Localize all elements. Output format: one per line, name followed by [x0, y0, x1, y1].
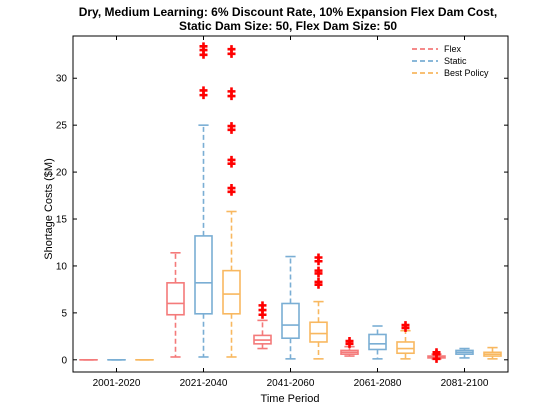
legend: Flex Static Best Policy [412, 44, 489, 78]
box-static-2 [281, 255, 300, 360]
chart-title-line-1: Dry, Medium Learning: 6% Discount Rate, … [79, 5, 498, 19]
y-tick-label: 20 [56, 168, 68, 179]
outlier-marker [345, 337, 354, 346]
outlier-marker [432, 348, 441, 357]
x-tick-label: 2061-2080 [354, 378, 402, 389]
outlier-marker [258, 301, 267, 310]
box-iqr [166, 282, 185, 316]
x-tick-label: 2001-2020 [93, 378, 141, 389]
outlier-marker [227, 184, 236, 193]
outlier-marker [199, 42, 208, 51]
x-tick-label: 2081-2100 [441, 378, 489, 389]
box-iqr [396, 341, 415, 355]
outlier-marker [314, 253, 323, 262]
legend-label: Flex [444, 44, 462, 54]
outlier-marker [227, 122, 236, 131]
y-tick-label: 10 [56, 261, 68, 272]
outlier-marker [227, 45, 236, 54]
y-tick-label: 0 [61, 355, 67, 366]
outlier-marker [401, 321, 410, 330]
chart-title-line-2: Static Dam Size: 50, Flex Dam Size: 50 [179, 19, 397, 33]
box-best-policy-3 [396, 321, 415, 360]
box-iqr [281, 302, 300, 340]
x-axis-label: Time Period [261, 393, 320, 405]
legend-label: Static [444, 56, 467, 66]
outlier-marker [227, 87, 236, 96]
box-flex-1 [166, 252, 185, 358]
outlier-marker [227, 155, 236, 164]
box-flex-2 [253, 301, 272, 350]
outlier-marker [314, 266, 323, 275]
box-static-1 [194, 42, 213, 358]
legend-label: Best Policy [444, 68, 489, 78]
box-static-3 [368, 325, 387, 360]
plot-area: 0 5 10 15 20 25 30 2001-2020 2021-2040 2041-2060 2… [56, 35, 509, 389]
box-iqr [368, 333, 387, 351]
outlier-marker [314, 277, 323, 286]
y-tick-label: 15 [56, 215, 68, 226]
box-best-policy-1 [222, 45, 241, 358]
x-tick-label: 2021-2040 [180, 378, 228, 389]
y-tick-label: 25 [56, 121, 68, 132]
x-tick-label: 2041-2060 [267, 378, 315, 389]
box-iqr [194, 235, 213, 315]
y-tick-label: 30 [56, 74, 68, 85]
box-static-4 [455, 347, 474, 359]
outlier-marker [199, 86, 208, 95]
box-best-policy-2 [309, 253, 328, 360]
box-flex-3 [340, 337, 359, 357]
plot-frame [72, 35, 509, 373]
y-tick-label: 5 [61, 308, 67, 319]
box-flex-4 [427, 348, 446, 363]
box-iqr [222, 269, 241, 315]
y-axis-label: Shortage Costs ($M) [43, 158, 55, 259]
box-iqr [309, 321, 328, 343]
box-best-policy-4 [483, 346, 502, 360]
